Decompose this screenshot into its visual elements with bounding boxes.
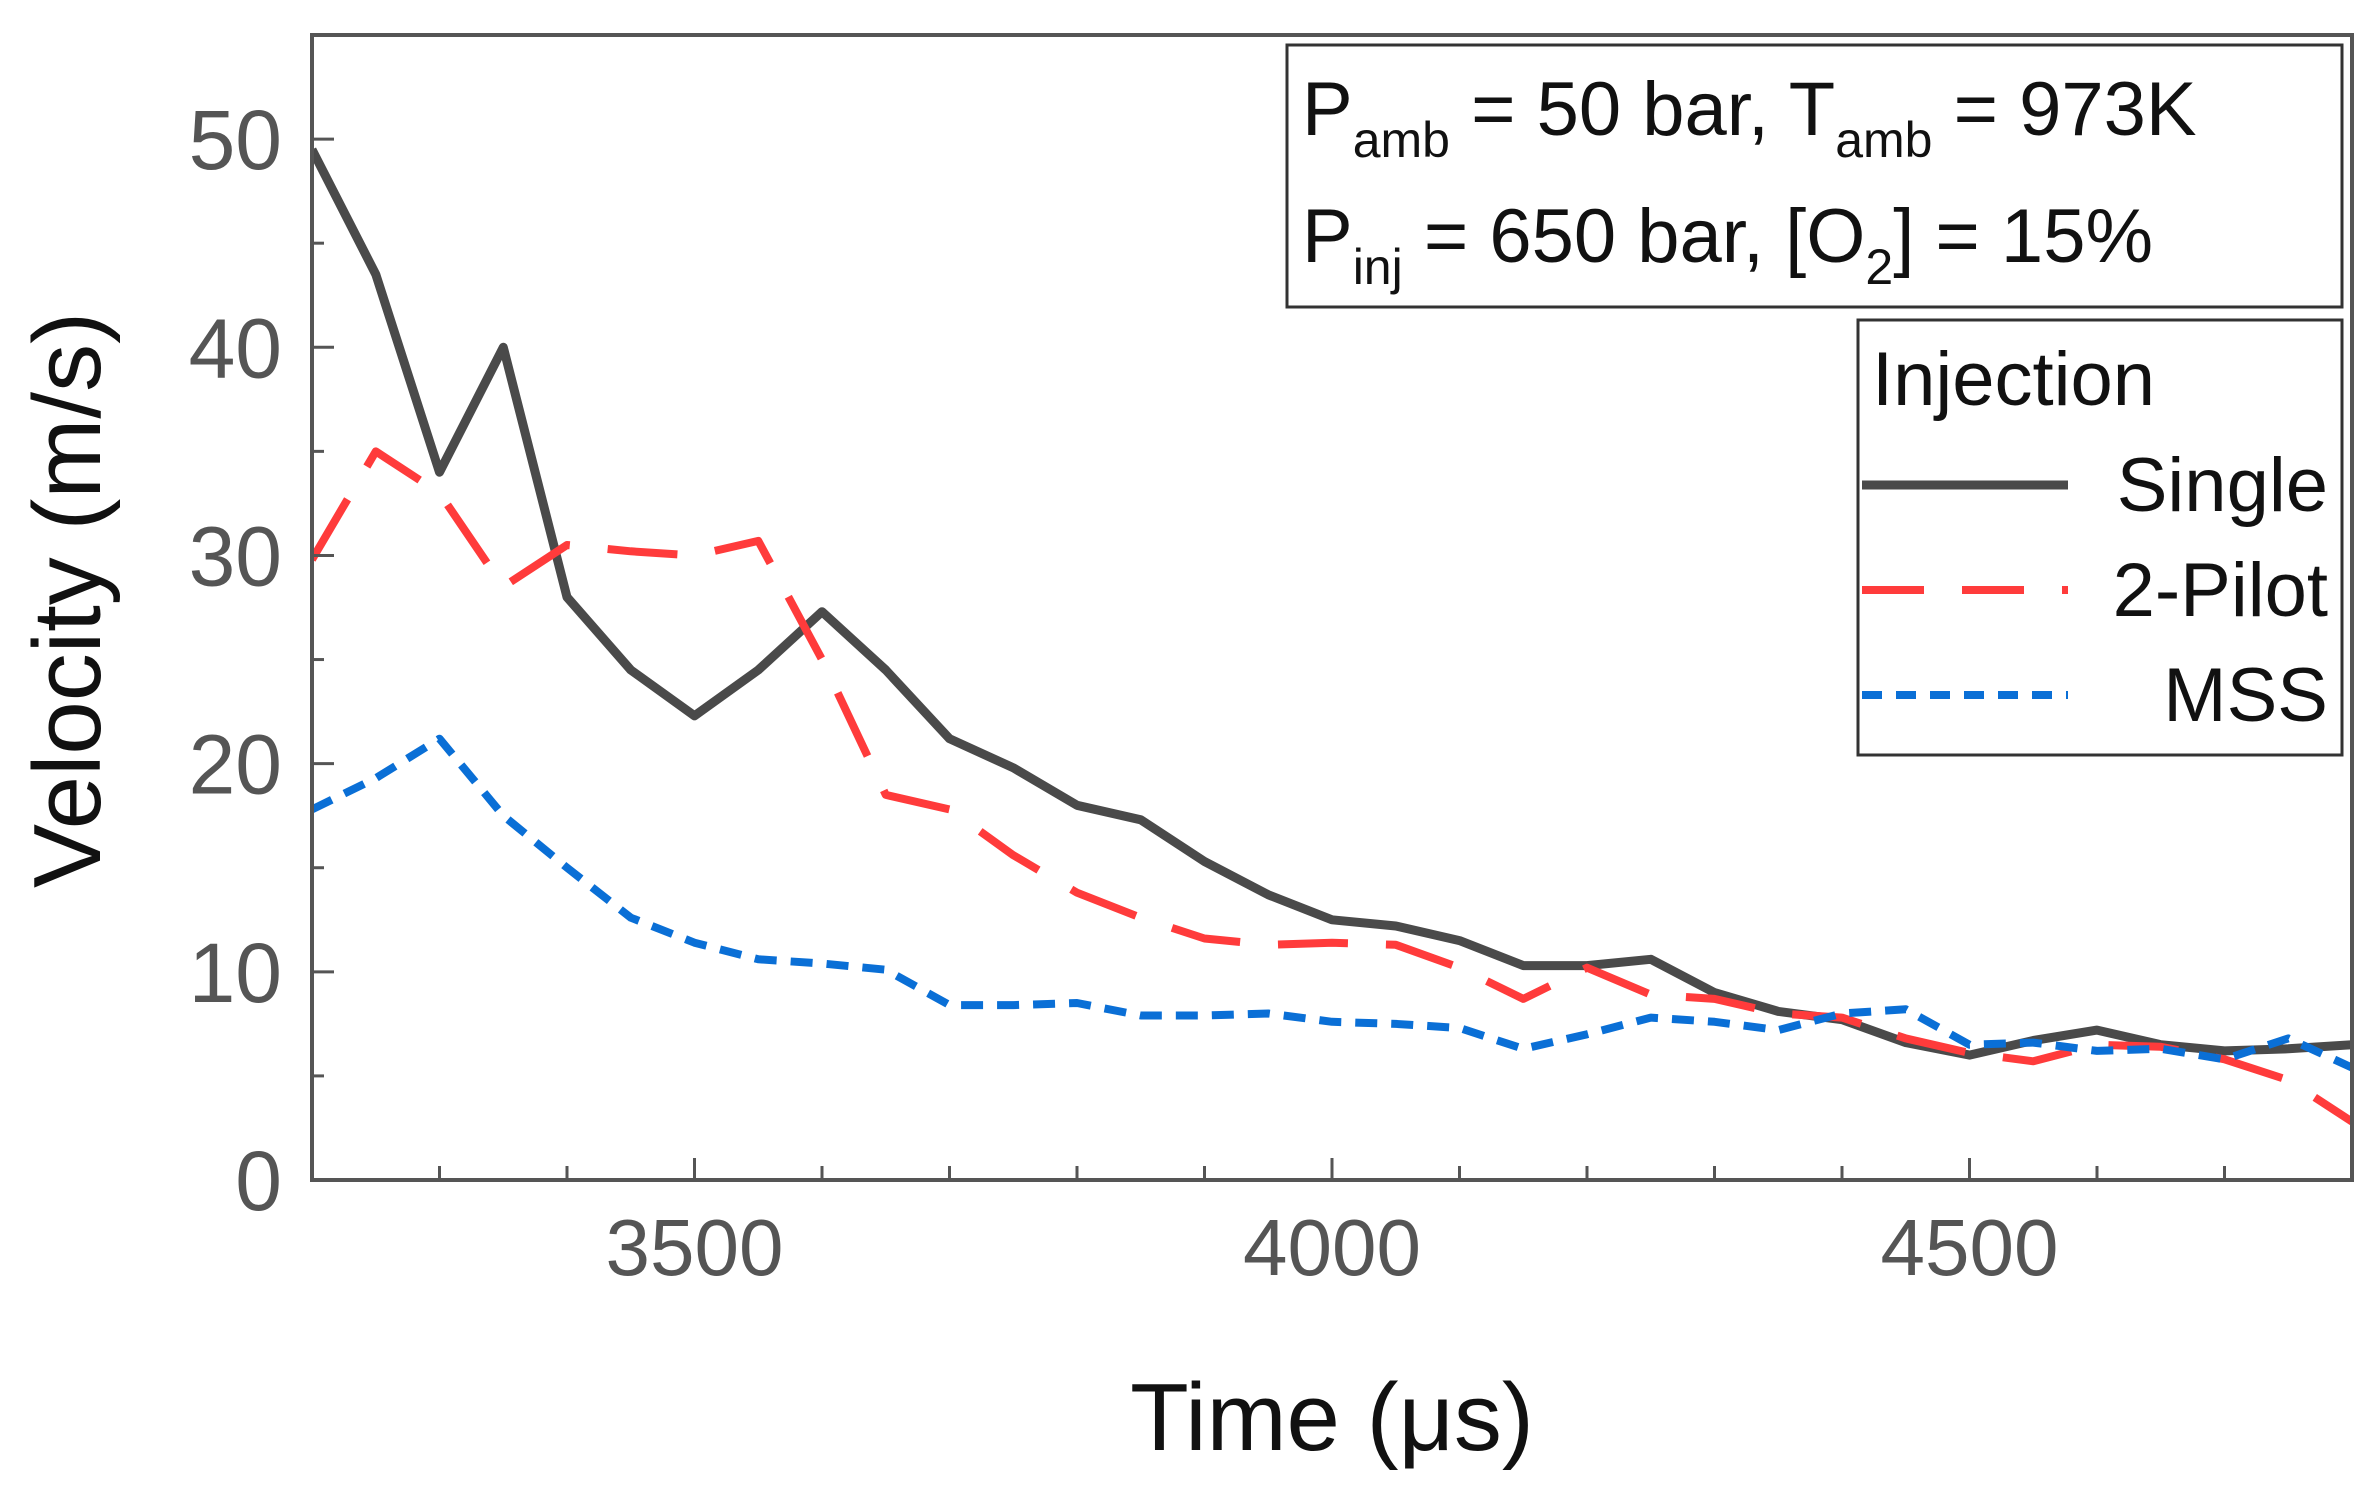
ambient-subscript-2: amb: [1835, 112, 1932, 168]
x-axis-label: Time (μs): [1130, 1364, 1534, 1471]
conditions-box-border: [1285, 43, 2344, 309]
ambient-temperature-text: = 973K: [1932, 67, 2196, 152]
series-line-2-pilot: [312, 447, 2352, 1126]
x-tick-label: 4500: [1881, 1203, 2059, 1292]
conditions-line-2: Pinj = 650 bar, [O2] = 15%: [1302, 194, 2153, 295]
oxygen-subscript: 2: [1865, 239, 1893, 295]
series-line-single: [312, 147, 2352, 1060]
y-tick-label: 10: [189, 926, 282, 1020]
conditions-line-1: Pamb = 50 bar, Tamb = 973K: [1302, 67, 2197, 168]
legend-label: Single: [2117, 443, 2328, 528]
legend-title: Injection: [1872, 337, 2155, 422]
oxygen-fraction-text: ] = 15%: [1893, 194, 2153, 279]
legend-label: MSS: [2163, 653, 2328, 738]
conditions-box: Pamb = 50 bar, Tamb = 973K Pinj = 650 ba…: [1285, 43, 2344, 309]
y-tick-label: 50: [189, 93, 282, 187]
legend-label: 2-Pilot: [2113, 548, 2328, 633]
pressure-symbol: P: [1302, 67, 1353, 152]
injection-pressure-text: = 650 bar, [O: [1403, 194, 1866, 279]
x-tick-label: 4000: [1243, 1203, 1421, 1292]
temperature-symbol: T: [1789, 67, 1835, 152]
legend: Injection Single 2-Pilot MSS: [1856, 318, 2344, 757]
x-tick-label: 3500: [606, 1203, 784, 1292]
pressure-symbol-2: P: [1302, 194, 1353, 279]
y-tick-label: 0: [235, 1134, 282, 1228]
injection-subscript: inj: [1353, 239, 1403, 295]
legend-border: [1856, 318, 2344, 757]
series-line-mss: [312, 734, 2352, 1072]
y-tick-label: 20: [189, 718, 282, 812]
y-tick-label: 30: [189, 509, 282, 603]
ambient-pressure-text: = 50 bar,: [1450, 67, 1789, 152]
y-axis-label: Velocity (m/s): [14, 312, 121, 888]
y-tick-label: 40: [189, 301, 282, 395]
ambient-subscript: amb: [1353, 112, 1450, 168]
